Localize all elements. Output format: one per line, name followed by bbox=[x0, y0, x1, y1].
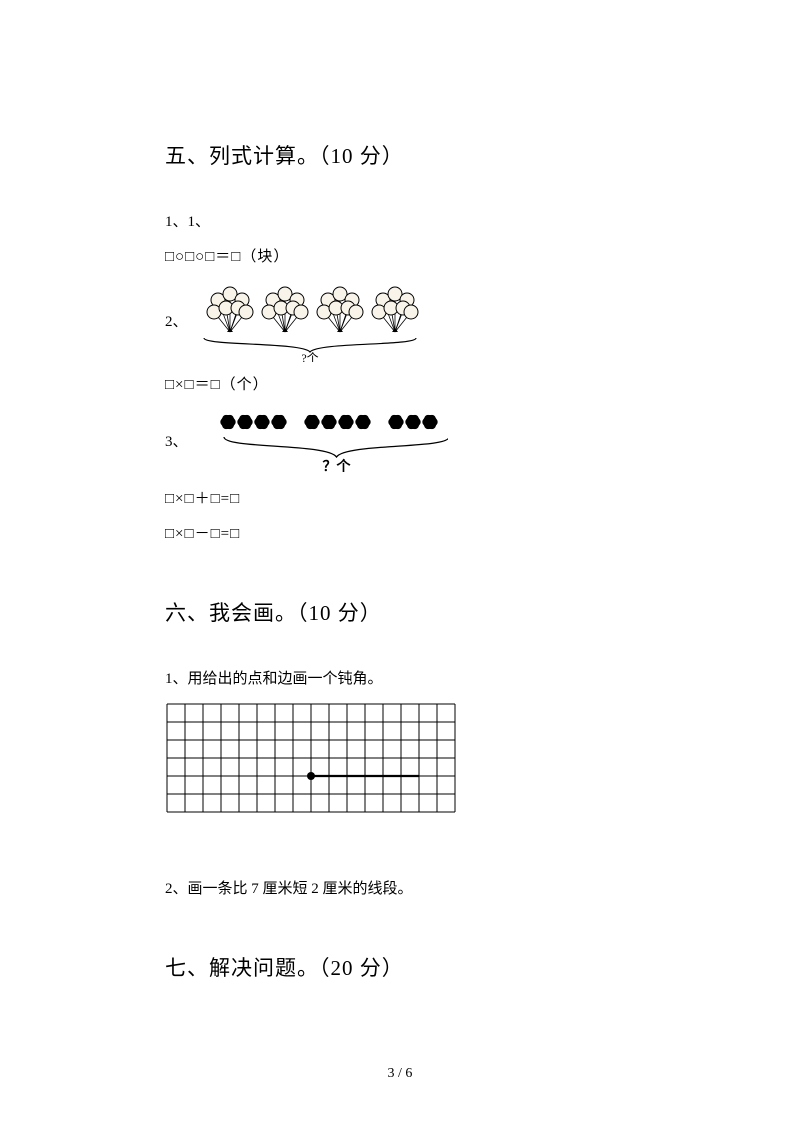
page-number: 3 / 6 bbox=[0, 1066, 800, 1082]
section-6-title: 六、我会画。（10 分） bbox=[165, 597, 650, 627]
dots-figure: ？个 bbox=[218, 412, 448, 477]
svg-text:？个: ？个 bbox=[322, 458, 351, 472]
svg-text:?个: ?个 bbox=[301, 351, 318, 362]
q6-2-text: 2、画一条比 7 厘米短 2 厘米的线段。 bbox=[165, 877, 650, 898]
section-5-title: 五、列式计算。（10 分） bbox=[165, 140, 650, 170]
q5-2-label: 2、 bbox=[165, 310, 188, 331]
q5-1-equation: □○□○□＝□（块） bbox=[165, 245, 650, 266]
q5-1-label: 1、1、 bbox=[165, 210, 650, 231]
q6-1-text: 1、用给出的点和边画一个钝角。 bbox=[165, 667, 650, 688]
section-7-title: 七、解决问题。（20 分） bbox=[165, 952, 650, 982]
q5-3-equation-1: □×□＋□=□ bbox=[165, 487, 650, 508]
balloon-figure: ?个 bbox=[194, 280, 434, 367]
q5-3-equation-2: □×□－□=□ bbox=[165, 522, 650, 543]
q5-2-equation: □×□＝□（个） bbox=[165, 373, 650, 394]
q5-3-label: 3、 bbox=[165, 430, 188, 451]
grid-figure bbox=[165, 702, 650, 819]
